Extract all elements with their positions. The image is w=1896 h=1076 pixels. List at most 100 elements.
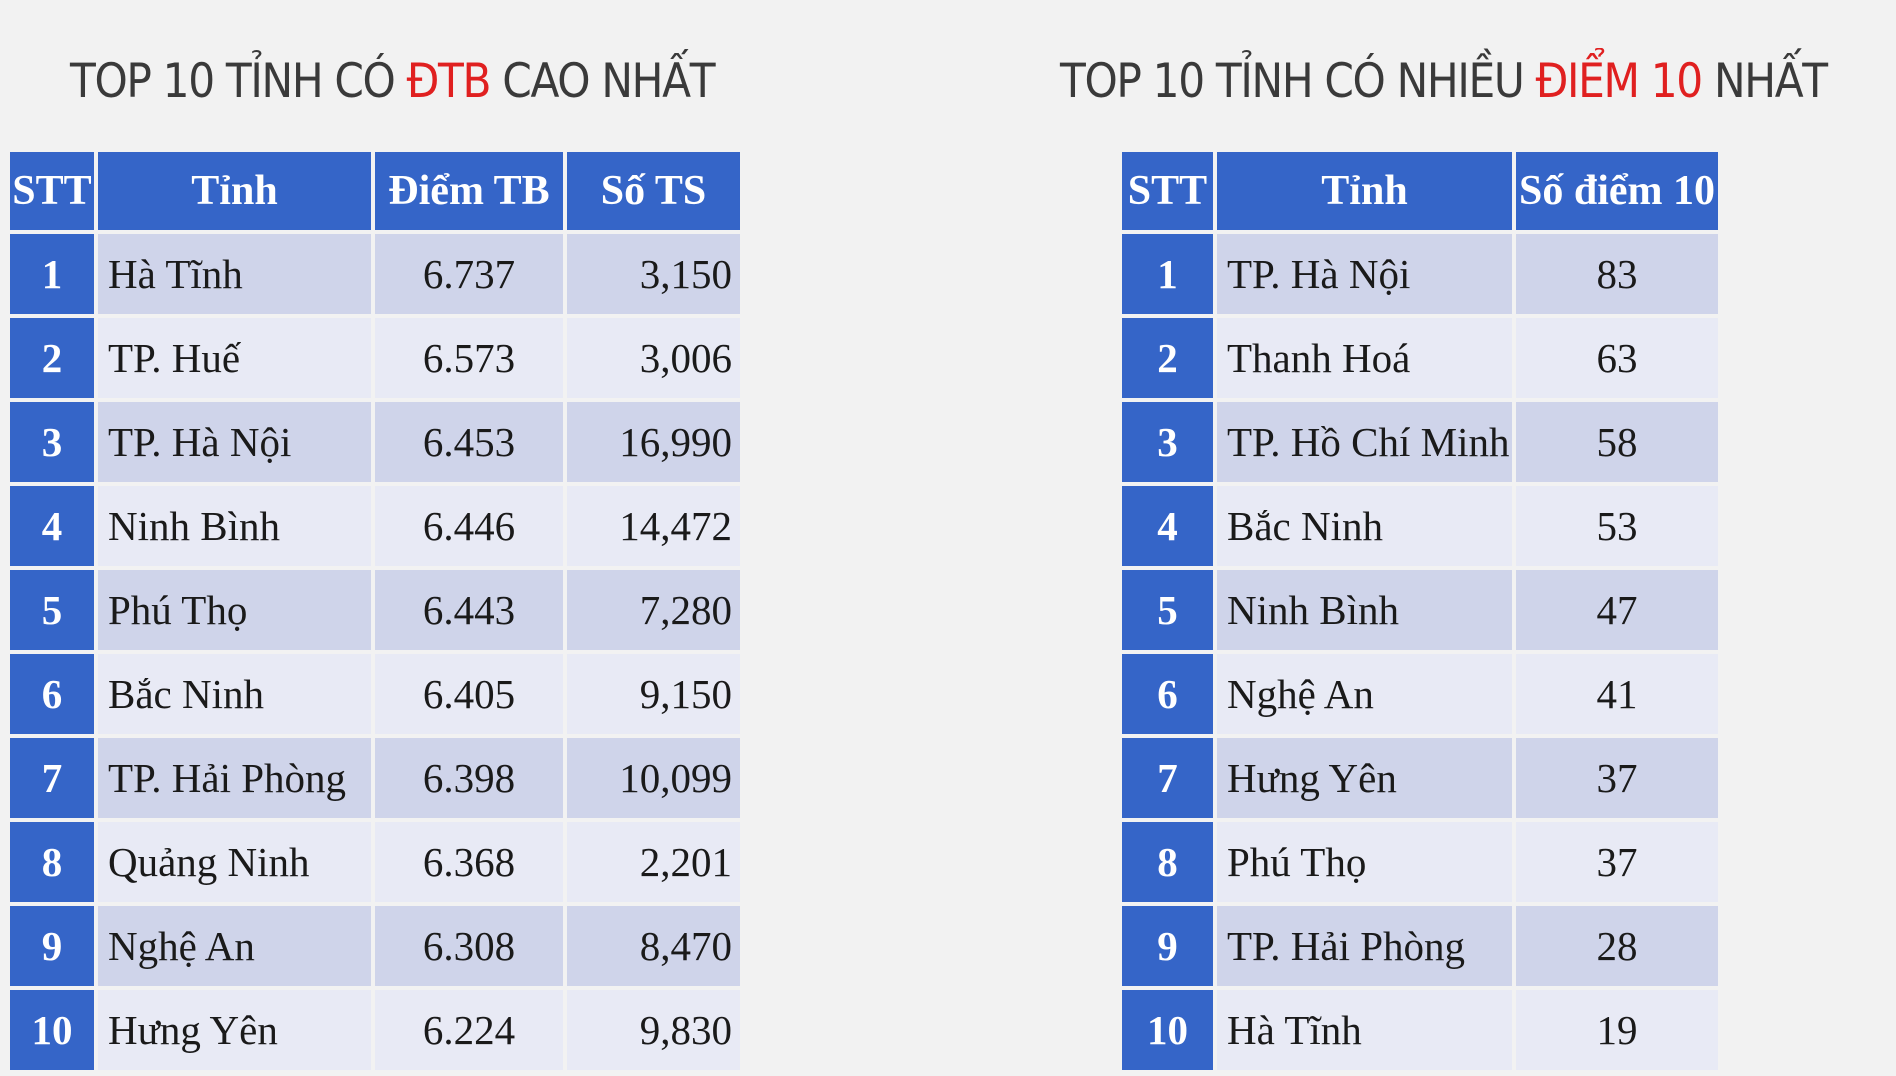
province-cell: Hà Tĩnh [1217, 990, 1512, 1070]
province-cell: Hưng Yên [1217, 738, 1512, 818]
perfect-score-count-cell: 47 [1516, 570, 1718, 650]
rank-cell: 2 [10, 318, 94, 398]
rank-cell: 5 [10, 570, 94, 650]
province-cell: TP. Hải Phòng [1217, 906, 1512, 986]
rank-cell: 3 [10, 402, 94, 482]
perfect-score-count-cell: 19 [1516, 990, 1718, 1070]
average-score-cell: 6.737 [375, 234, 563, 314]
province-cell: Phú Thọ [98, 570, 371, 650]
rank-cell: 10 [1122, 990, 1213, 1070]
province-cell: Thanh Hoá [1217, 318, 1512, 398]
header-perfect-score-count: Số điểm 10 [1516, 152, 1718, 230]
table-row: 7 TP. Hải Phòng 6.398 10,099 [10, 738, 740, 818]
candidate-count-cell: 3,150 [567, 234, 740, 314]
top-average-score-table: STT Tỉnh Điểm TB Số TS 1 Hà Tĩnh 6.737 3,15… [6, 148, 744, 1074]
right-title-prefix: TOP 10 TỈNH CÓ NHIỀU [1060, 54, 1536, 109]
average-score-cell: 6.453 [375, 402, 563, 482]
left-table-title: TOP 10 TỈNH CÓ ĐTB CAO NHẤT [70, 58, 716, 105]
rank-cell: 10 [10, 990, 94, 1070]
table-header-row: STT Tỉnh Số điểm 10 [1122, 152, 1718, 230]
header-province: Tỉnh [98, 152, 371, 230]
table-row: 2 TP. Huế 6.573 3,006 [10, 318, 740, 398]
table-row: 4 Bắc Ninh 53 [1122, 486, 1718, 566]
province-cell: Quảng Ninh [98, 822, 371, 902]
average-score-cell: 6.308 [375, 906, 563, 986]
province-cell: Bắc Ninh [98, 654, 371, 734]
perfect-score-count-cell: 37 [1516, 738, 1718, 818]
province-cell: Hưng Yên [98, 990, 371, 1070]
province-cell: TP. Huế [98, 318, 371, 398]
table-row: 8 Phú Thọ 37 [1122, 822, 1718, 902]
table-row: 3 TP. Hồ Chí Minh 58 [1122, 402, 1718, 482]
candidate-count-cell: 8,470 [567, 906, 740, 986]
table-row: 8 Quảng Ninh 6.368 2,201 [10, 822, 740, 902]
table-row: 3 TP. Hà Nội 6.453 16,990 [10, 402, 740, 482]
average-score-cell: 6.224 [375, 990, 563, 1070]
average-score-cell: 6.368 [375, 822, 563, 902]
rank-cell: 7 [1122, 738, 1213, 818]
rank-cell: 9 [1122, 906, 1213, 986]
province-cell: Bắc Ninh [1217, 486, 1512, 566]
rank-cell: 6 [10, 654, 94, 734]
table-row: 7 Hưng Yên 37 [1122, 738, 1718, 818]
average-score-cell: 6.398 [375, 738, 563, 818]
average-score-cell: 6.573 [375, 318, 563, 398]
candidate-count-cell: 10,099 [567, 738, 740, 818]
candidate-count-cell: 9,830 [567, 990, 740, 1070]
perfect-score-count-cell: 83 [1516, 234, 1718, 314]
rank-cell: 1 [10, 234, 94, 314]
perfect-score-count-cell: 53 [1516, 486, 1718, 566]
candidate-count-cell: 7,280 [567, 570, 740, 650]
rank-cell: 3 [1122, 402, 1213, 482]
average-score-cell: 6.405 [375, 654, 563, 734]
header-province: Tỉnh [1217, 152, 1512, 230]
province-cell: TP. Hải Phòng [98, 738, 371, 818]
table-row: 5 Phú Thọ 6.443 7,280 [10, 570, 740, 650]
rank-cell: 4 [10, 486, 94, 566]
average-score-cell: 6.443 [375, 570, 563, 650]
perfect-score-count-cell: 63 [1516, 318, 1718, 398]
province-cell: Ninh Bình [1217, 570, 1512, 650]
province-cell: Nghệ An [98, 906, 371, 986]
rank-cell: 4 [1122, 486, 1213, 566]
rank-cell: 7 [10, 738, 94, 818]
table-row: 4 Ninh Bình 6.446 14,472 [10, 486, 740, 566]
table-header-row: STT Tỉnh Điểm TB Số TS [10, 152, 740, 230]
province-cell: TP. Hà Nội [1217, 234, 1512, 314]
province-cell: TP. Hồ Chí Minh [1217, 402, 1512, 482]
rank-cell: 6 [1122, 654, 1213, 734]
table-row: 2 Thanh Hoá 63 [1122, 318, 1718, 398]
rank-cell: 2 [1122, 318, 1213, 398]
rank-cell: 1 [1122, 234, 1213, 314]
table-row: 10 Hà Tĩnh 19 [1122, 990, 1718, 1070]
average-score-cell: 6.446 [375, 486, 563, 566]
rank-cell: 5 [1122, 570, 1213, 650]
table-row: 9 Nghệ An 6.308 8,470 [10, 906, 740, 986]
province-cell: Nghệ An [1217, 654, 1512, 734]
table-row: 1 Hà Tĩnh 6.737 3,150 [10, 234, 740, 314]
header-stt: STT [10, 152, 94, 230]
top-perfect-score-table: STT Tỉnh Số điểm 10 1 TP. Hà Nội 83 2 Thanh … [1118, 148, 1722, 1074]
table-row: 5 Ninh Bình 47 [1122, 570, 1718, 650]
table-row: 10 Hưng Yên 6.224 9,830 [10, 990, 740, 1070]
right-table-title: TOP 10 TỈNH CÓ NHIỀU ĐIỂM 10 NHẤT [1060, 58, 1828, 105]
candidate-count-cell: 2,201 [567, 822, 740, 902]
province-cell: Phú Thọ [1217, 822, 1512, 902]
left-title-suffix: CAO NHẤT [490, 54, 715, 109]
left-title-prefix: TOP 10 TỈNH CÓ [70, 54, 407, 109]
header-average-score: Điểm TB [375, 152, 563, 230]
header-stt: STT [1122, 152, 1213, 230]
header-candidate-count: Số TS [567, 152, 740, 230]
rank-cell: 8 [1122, 822, 1213, 902]
rank-cell: 9 [10, 906, 94, 986]
table-row: 6 Bắc Ninh 6.405 9,150 [10, 654, 740, 734]
left-title-highlight: ĐTB [406, 54, 492, 109]
candidate-count-cell: 14,472 [567, 486, 740, 566]
candidate-count-cell: 3,006 [567, 318, 740, 398]
rank-cell: 8 [10, 822, 94, 902]
candidate-count-cell: 9,150 [567, 654, 740, 734]
province-cell: Hà Tĩnh [98, 234, 371, 314]
province-cell: Ninh Bình [98, 486, 371, 566]
table-row: 1 TP. Hà Nội 83 [1122, 234, 1718, 314]
perfect-score-count-cell: 58 [1516, 402, 1718, 482]
